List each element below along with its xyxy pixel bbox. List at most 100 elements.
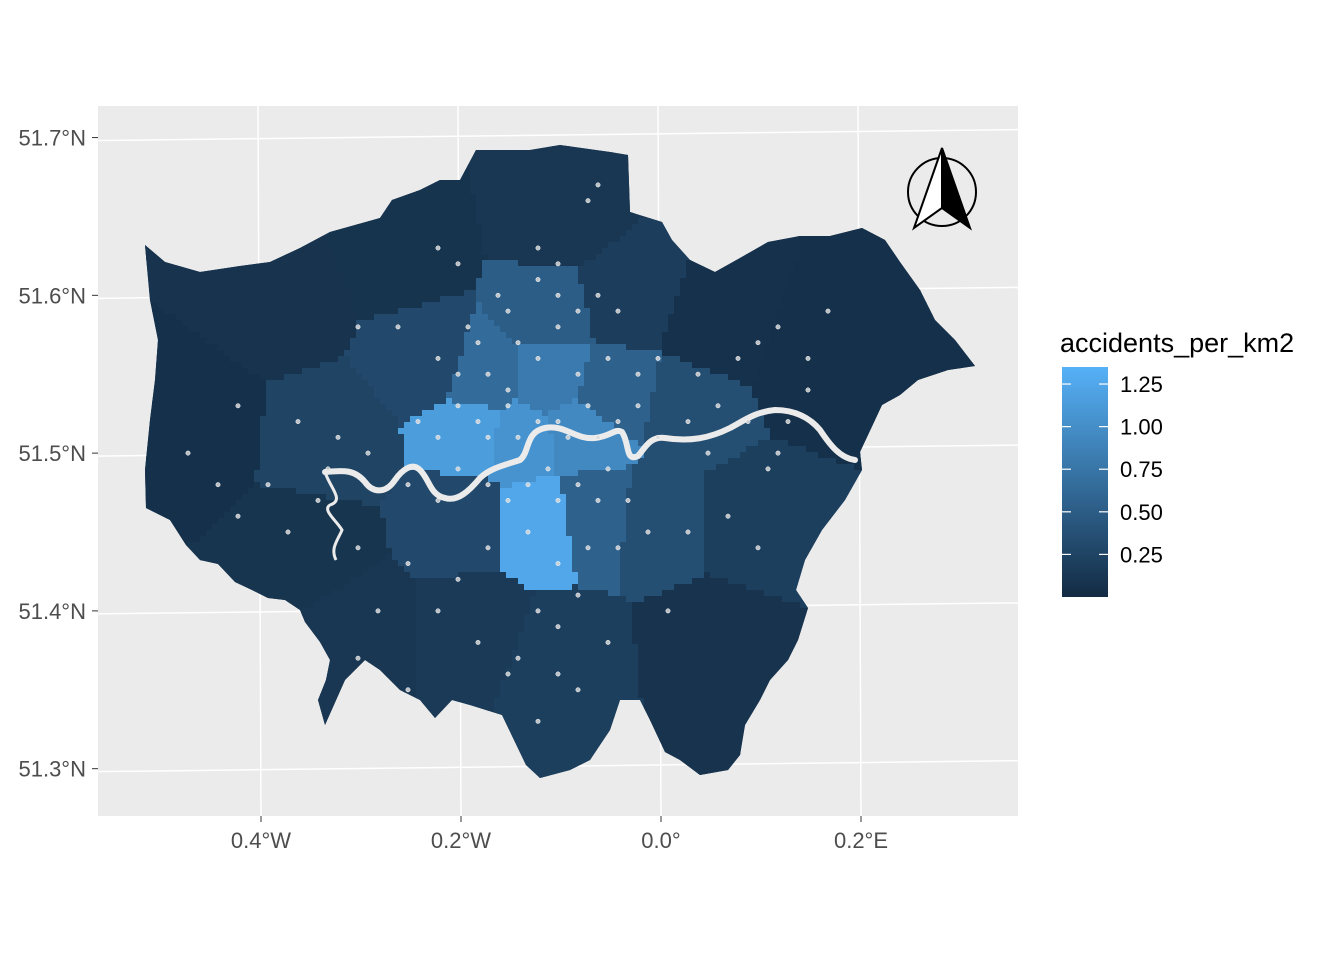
region-cell — [434, 254, 441, 261]
region-cell — [548, 278, 555, 285]
region-cell — [248, 266, 255, 273]
region-cell — [764, 308, 771, 315]
region-cell — [260, 350, 267, 357]
region-cell — [656, 308, 663, 315]
region-cell — [812, 248, 819, 255]
region-cell — [176, 266, 183, 273]
region-cell — [770, 290, 777, 297]
region-cell — [884, 260, 891, 267]
region-cell — [572, 290, 579, 297]
region-cell — [530, 290, 537, 297]
region-cell — [476, 242, 483, 249]
region-cell — [386, 344, 393, 351]
region-cell — [404, 314, 411, 321]
region-cell — [488, 176, 495, 183]
region-cell — [422, 302, 429, 309]
region-cell — [260, 326, 267, 333]
region-cell — [548, 266, 555, 273]
region-cell — [614, 314, 621, 321]
region-cell — [836, 302, 843, 309]
region-cell — [584, 254, 591, 261]
region-cell — [446, 284, 453, 291]
region-cell — [236, 290, 243, 297]
region-cell — [578, 338, 585, 345]
region-cell — [206, 320, 213, 327]
region-cell — [434, 308, 441, 315]
region-cell — [368, 260, 375, 267]
region-cell — [686, 326, 693, 333]
region-cell — [614, 176, 621, 183]
region-cell — [482, 224, 489, 231]
region-cell — [818, 284, 825, 291]
region-cell — [230, 350, 237, 357]
region-cell — [194, 338, 201, 345]
region-cell — [164, 272, 171, 279]
region-cell — [350, 290, 357, 297]
region-cell — [650, 266, 657, 273]
region-cell — [512, 320, 519, 327]
region-cell — [752, 290, 759, 297]
region-cell — [518, 176, 525, 183]
region-cell — [884, 284, 891, 291]
region-cell — [434, 182, 441, 189]
region-cell — [584, 152, 591, 159]
region-cell — [494, 338, 501, 345]
region-cell — [344, 266, 351, 273]
region-cell — [524, 164, 531, 171]
region-cell — [164, 344, 171, 351]
region-cell — [842, 302, 849, 309]
region-cell — [824, 338, 831, 345]
region-cell — [518, 170, 525, 177]
region-cell — [560, 254, 567, 261]
region-cell — [872, 266, 879, 273]
region-cell — [728, 308, 735, 315]
region-cell — [548, 314, 555, 321]
region-cell — [860, 302, 867, 309]
region-cell — [296, 332, 303, 339]
region-cell — [818, 290, 825, 297]
region-cell — [494, 272, 501, 279]
region-cell — [206, 272, 213, 279]
region-cell — [296, 302, 303, 309]
region-cell — [350, 224, 357, 231]
region-cell — [368, 254, 375, 261]
region-cell — [536, 332, 543, 339]
region-cell — [302, 326, 309, 333]
region-cell — [488, 224, 495, 231]
region-cell — [260, 272, 267, 279]
region-cell — [812, 326, 819, 333]
region-cell — [296, 272, 303, 279]
region-cell — [344, 350, 351, 357]
region-cell — [836, 248, 843, 255]
region-cell — [476, 230, 483, 237]
region-cell — [188, 338, 195, 345]
region-cell — [440, 182, 447, 189]
region-cell — [554, 248, 561, 255]
region-cell — [266, 344, 273, 351]
region-cell — [530, 326, 537, 333]
region-cell — [728, 260, 735, 267]
region-cell — [566, 152, 573, 159]
region-cell — [602, 326, 609, 333]
region-cell — [416, 326, 423, 333]
region-cell — [230, 326, 237, 333]
region-cell — [320, 326, 327, 333]
region-cell — [542, 176, 549, 183]
region-cell — [536, 320, 543, 327]
region-cell — [500, 176, 507, 183]
region-cell — [506, 284, 513, 291]
region-cell — [488, 218, 495, 225]
region-cell — [560, 296, 567, 303]
region-cell — [590, 152, 597, 159]
region-cell — [296, 296, 303, 303]
region-cell — [320, 320, 327, 327]
region-cell — [704, 290, 711, 297]
region-cell — [842, 284, 849, 291]
region-cell — [542, 314, 549, 321]
region-cell — [662, 314, 669, 321]
region-cell — [356, 314, 363, 321]
region-cell — [302, 278, 309, 285]
region-cell — [812, 254, 819, 261]
region-cell — [830, 290, 837, 297]
region-cell — [656, 242, 663, 249]
